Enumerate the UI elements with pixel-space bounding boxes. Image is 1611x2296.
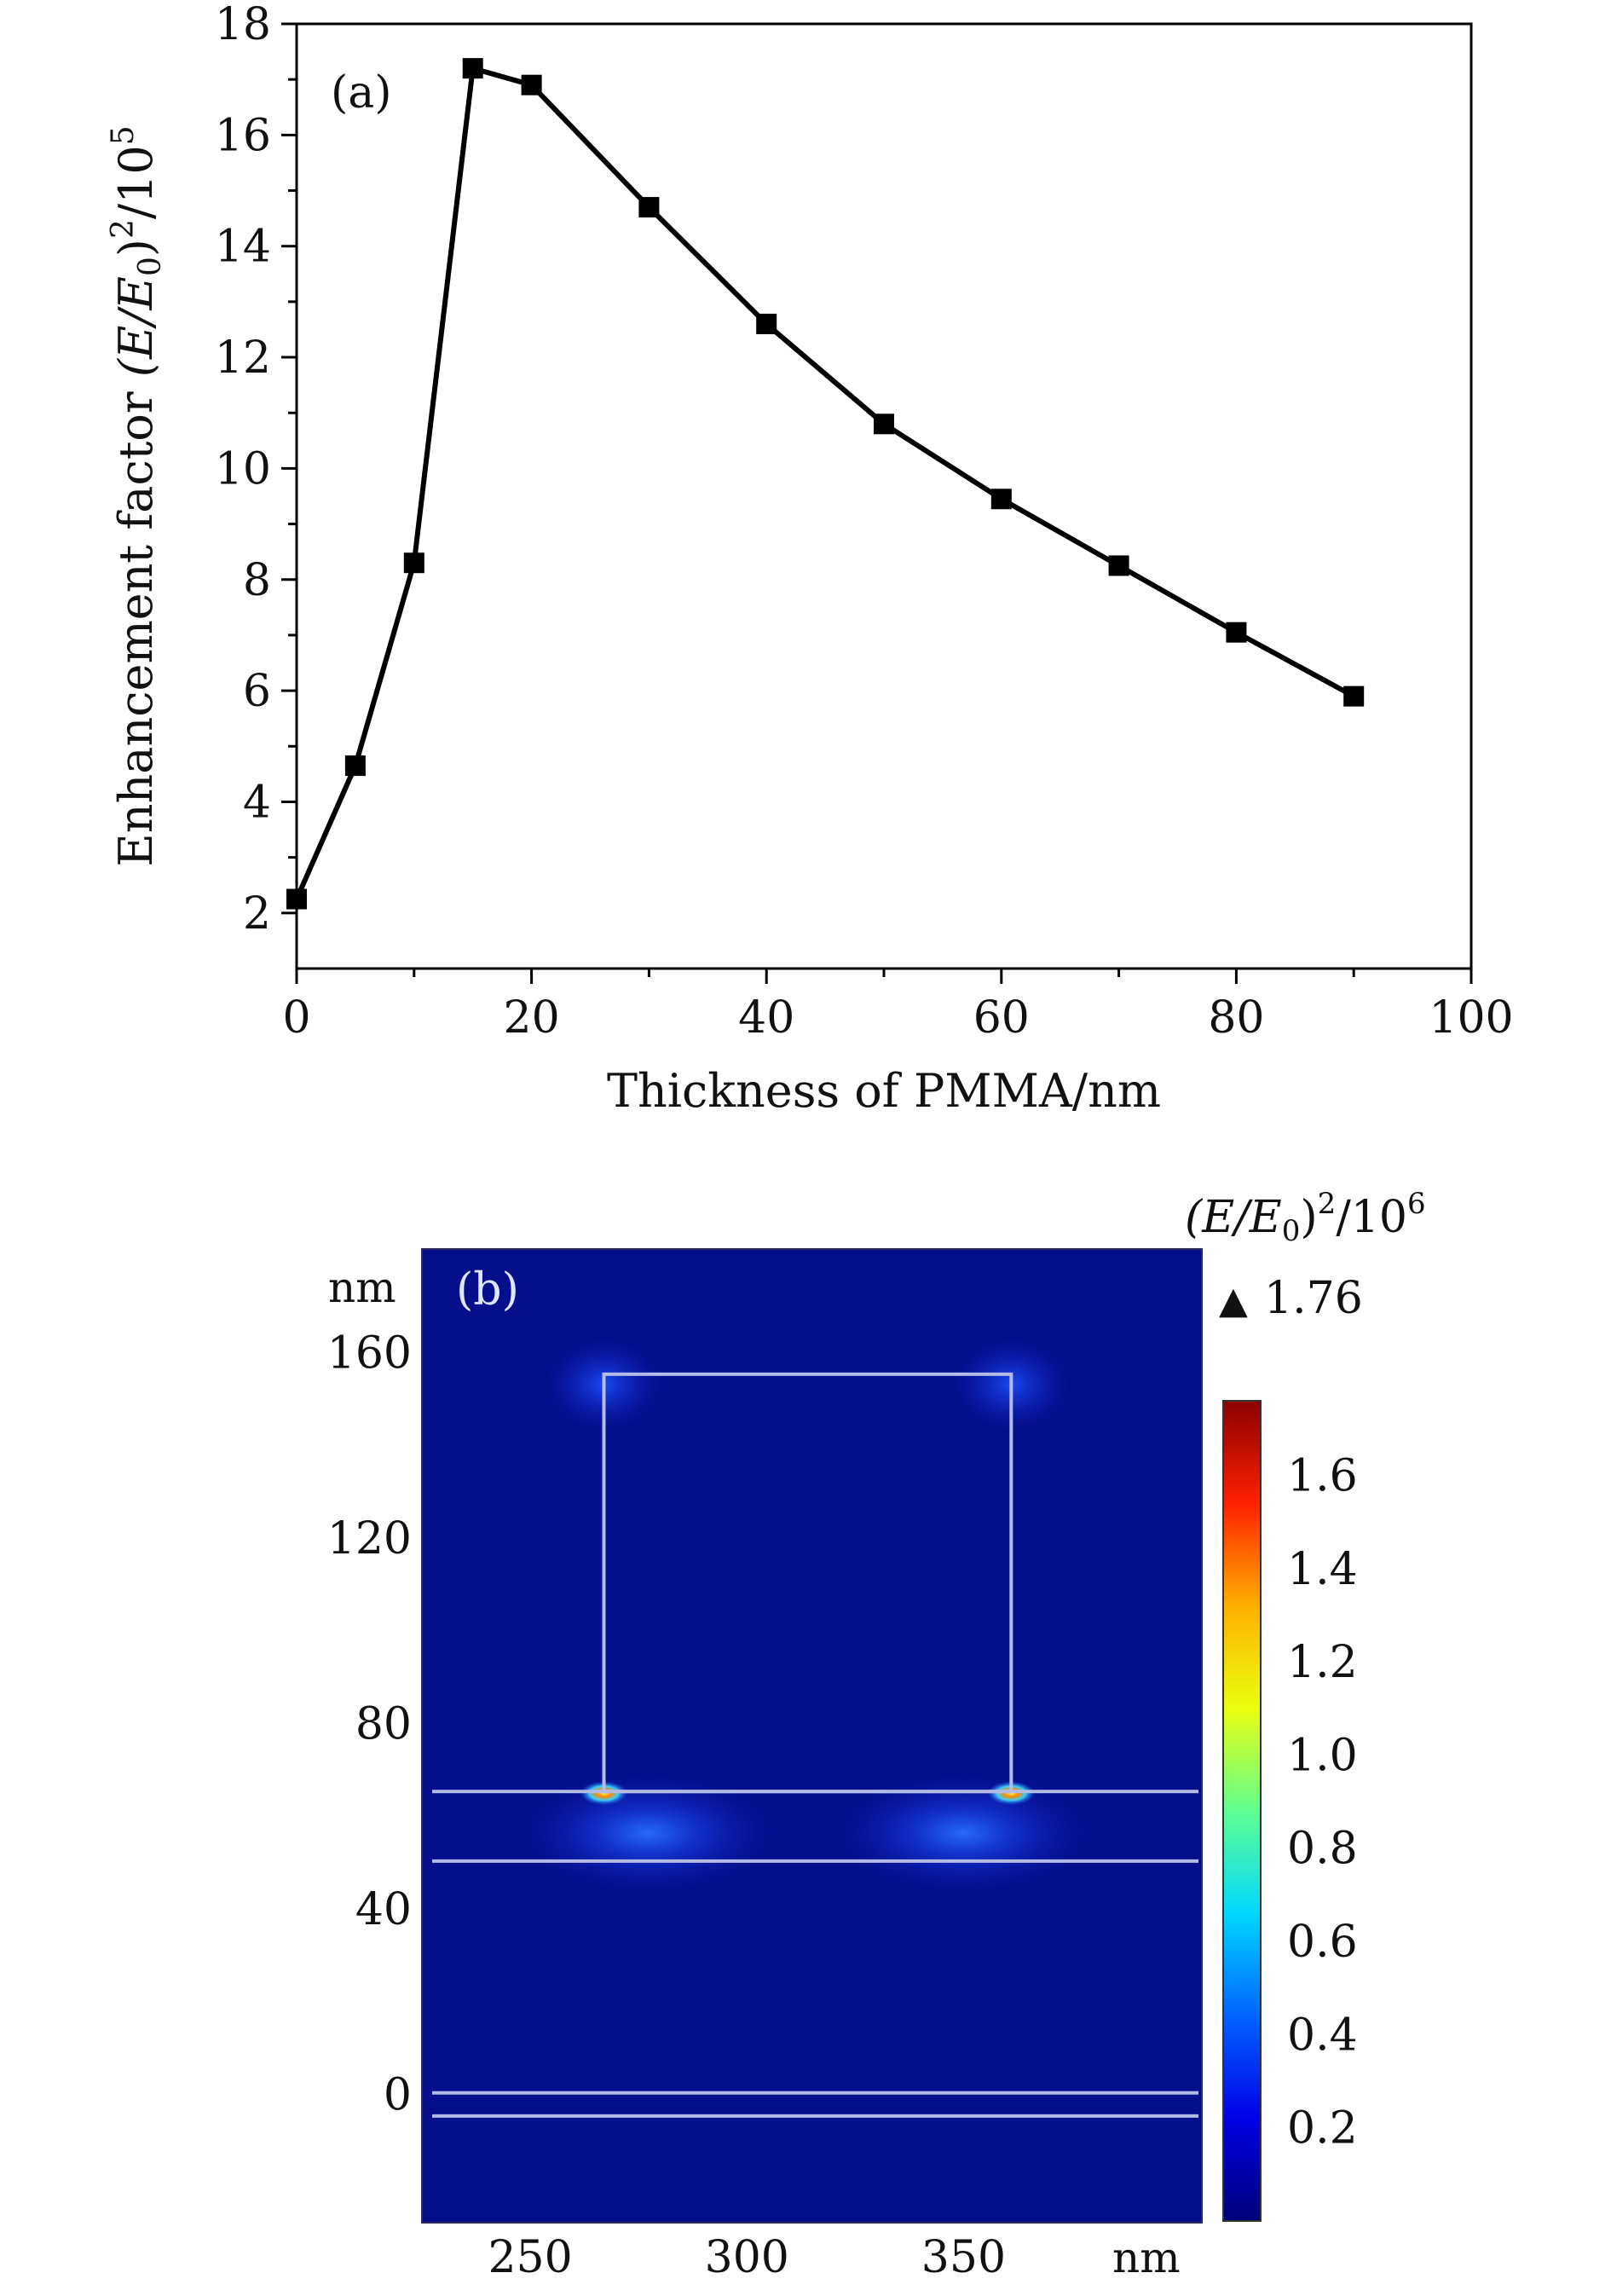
colorbar-tick-label: 0.8: [1287, 1824, 1358, 1875]
plot-frame-a: [295, 22, 1473, 970]
y-label-math: (E/E: [109, 276, 163, 377]
y-label-sup: 2: [106, 219, 141, 239]
colorbar-tick-label: 1.4: [1287, 1544, 1358, 1595]
panel-label-b: (b): [456, 1264, 519, 1316]
colorbar-tick-label: 1.0: [1287, 1730, 1358, 1781]
data-point: [344, 755, 366, 777]
y-tick-label-a: 4: [243, 777, 271, 828]
colorbar-tick-labels: 1.6 1.4 1.2 1.0 0.8 0.6 0.4 0.2: [1287, 1450, 1358, 2154]
y-tick-label-a: 8: [243, 555, 271, 606]
colorbar-tick-label: 0.6: [1287, 1917, 1358, 1968]
axis-ticks-a: [281, 22, 1473, 984]
band-glow-left: [520, 1773, 776, 1893]
data-point: [1108, 555, 1129, 576]
data-point: [286, 888, 307, 910]
x-tick-label-a: 0: [282, 992, 310, 1044]
y-tick-label-a: 16: [215, 110, 271, 161]
cb-title-sub: 0: [1282, 1214, 1301, 1248]
data-point: [756, 313, 777, 334]
y-label-close: ): [109, 239, 163, 257]
y-unit-b: nm: [328, 1263, 396, 1312]
field-background: [422, 1249, 1202, 2223]
data-point: [990, 489, 1012, 510]
cb-title-close: ): [1300, 1192, 1317, 1243]
field-map: [422, 1249, 1202, 2223]
cb-title-sup: 2: [1318, 1187, 1337, 1221]
colorbar-tick-label: 1.6: [1287, 1450, 1358, 1501]
y-label-div: /10: [109, 145, 163, 219]
colorbar-max-label: 1.76: [1264, 1273, 1363, 1324]
data-point: [1226, 622, 1247, 643]
cb-title-math: (E/E: [1185, 1192, 1282, 1243]
particle-outline: [602, 1372, 1013, 1794]
panel-label-a: (a): [331, 67, 392, 119]
y-tick-label-b: 120: [327, 1513, 412, 1564]
x-tick-label-b: 300: [705, 2232, 789, 2283]
colorbar-tick-label: 0.2: [1287, 2103, 1358, 2154]
y-tick-label-b: 160: [327, 1328, 412, 1379]
colorbar-tick-label: 1.2: [1287, 1637, 1358, 1688]
x-unit-b: nm: [1112, 2233, 1181, 2282]
x-tick-label-b: 250: [488, 2232, 572, 2283]
x-tick-label-a: 100: [1429, 992, 1513, 1044]
y-tick-label-b: 80: [355, 1699, 412, 1750]
y-label-sub: 0: [133, 257, 168, 276]
x-tick-label-b: 350: [921, 2232, 1006, 2283]
colorbar-title: (E/E0)2/106: [1185, 1187, 1426, 1248]
y-label-text: Enhancement factor: [109, 377, 163, 867]
max-marker-icon: ▲: [1219, 1279, 1248, 1322]
x-tick-label-a: 80: [1208, 992, 1264, 1044]
x-axis-label-a: Thickness of PMMA/nm: [607, 1064, 1161, 1118]
tick-labels-a: 0 20 40 60 80 100 2 4 6 8 10 12 14 16 18: [215, 0, 1514, 1044]
x-tick-label-a: 60: [973, 992, 1030, 1044]
x-tick-label-a: 40: [738, 992, 794, 1044]
structure-lines: [432, 1372, 1198, 2118]
y-tick-label-b: 40: [355, 1884, 412, 1935]
y-tick-label-a: 10: [215, 443, 271, 494]
y-axis-label-a: Enhancement factor (E/E0)2/105: [106, 125, 168, 866]
y-tick-label-a: 18: [215, 0, 271, 50]
map-frame: [421, 1248, 1203, 2224]
y-tick-label-b: 0: [384, 2070, 412, 2121]
y-tick-label-a: 6: [243, 666, 271, 717]
data-point: [874, 414, 894, 435]
x-tick-label-a: 20: [504, 992, 560, 1044]
series-line: [294, 66, 1355, 900]
colorbar-tick-label: 0.4: [1287, 2010, 1358, 2061]
series-markers: [286, 58, 1365, 910]
data-point: [1343, 685, 1365, 707]
data-point: [403, 552, 424, 574]
tick-labels-b: 250 300 350 0 40 80 120 160: [327, 1328, 1006, 2283]
data-point: [638, 197, 660, 218]
data-point: [521, 74, 542, 95]
colorbar: [1222, 1400, 1262, 2222]
y-tick-label-a: 12: [215, 333, 271, 384]
band-glow-right: [835, 1773, 1091, 1893]
data-point: [462, 58, 483, 79]
y-label-exp: 5: [106, 125, 141, 145]
cb-title-div: /10: [1336, 1192, 1407, 1243]
y-tick-label-a: 2: [243, 888, 271, 940]
panel-b: (b) nm nm 250 300 350 0 40 80 120 160 1.6 1.4 1.2…: [327, 1187, 1426, 2283]
cb-title-exp: 6: [1407, 1187, 1426, 1221]
y-tick-label-a: 14: [215, 222, 271, 273]
